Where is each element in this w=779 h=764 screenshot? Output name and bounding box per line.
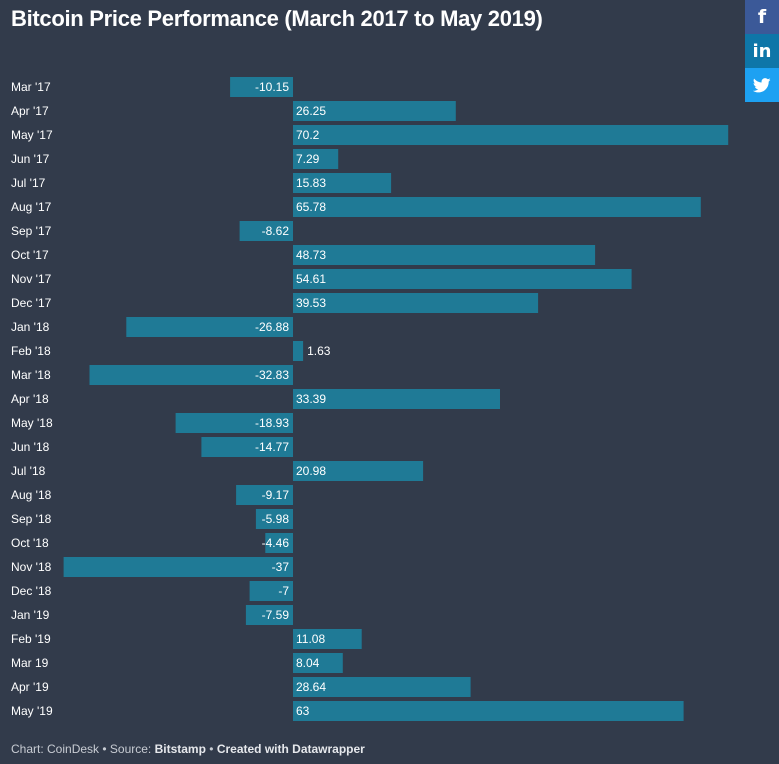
value-label: -9.17 xyxy=(262,488,290,502)
footer-separator: • Source: xyxy=(99,742,155,756)
value-label: -26.88 xyxy=(255,320,289,334)
facebook-icon: f xyxy=(757,6,767,28)
category-label: Mar '17 xyxy=(11,80,51,94)
value-label: 8.04 xyxy=(296,656,320,670)
bar[interactable] xyxy=(293,125,729,145)
bar[interactable] xyxy=(293,677,471,697)
bar[interactable] xyxy=(293,629,362,649)
linkedin-share-button[interactable]: in xyxy=(745,34,779,68)
bar[interactable] xyxy=(201,437,293,457)
value-label: -37 xyxy=(272,560,290,574)
category-label: Mar 19 xyxy=(11,656,49,670)
linkedin-icon: in xyxy=(752,40,772,62)
footer-separator: • xyxy=(205,742,217,756)
value-label: -4.46 xyxy=(262,536,290,550)
category-label: Dec '18 xyxy=(11,584,52,598)
bar[interactable] xyxy=(63,557,293,577)
bar[interactable] xyxy=(249,581,293,601)
category-label: Jul '18 xyxy=(11,464,46,478)
category-label: Jun '18 xyxy=(11,440,50,454)
category-label: Jul '17 xyxy=(11,176,46,190)
bar[interactable] xyxy=(293,701,684,721)
value-label: -8.62 xyxy=(262,224,290,238)
value-label: 20.98 xyxy=(296,464,326,478)
value-label: 28.64 xyxy=(296,680,326,694)
category-label: Sep '17 xyxy=(11,224,52,238)
value-label: -7.59 xyxy=(262,608,290,622)
category-label: Sep '18 xyxy=(11,512,52,526)
datawrapper-link[interactable]: Created with Datawrapper xyxy=(216,742,365,756)
category-label: Aug '17 xyxy=(11,200,52,214)
facebook-share-button[interactable]: f xyxy=(745,0,779,34)
bar[interactable] xyxy=(293,389,500,409)
value-label: -14.77 xyxy=(255,440,289,454)
category-label: Apr '19 xyxy=(11,680,49,694)
value-label: 26.25 xyxy=(296,104,326,118)
value-label: -10.15 xyxy=(255,80,289,94)
category-label: Apr '17 xyxy=(11,104,49,118)
category-label: Nov '17 xyxy=(11,272,52,286)
category-label: May '18 xyxy=(11,416,53,430)
category-label: Apr '18 xyxy=(11,392,49,406)
value-label: -5.98 xyxy=(262,512,290,526)
bar[interactable] xyxy=(293,341,304,361)
bar[interactable] xyxy=(255,509,293,529)
value-label: 15.83 xyxy=(296,176,326,190)
bar[interactable] xyxy=(293,269,632,289)
value-label: -32.83 xyxy=(255,368,289,382)
bar[interactable] xyxy=(293,245,596,265)
value-label: 33.39 xyxy=(296,392,326,406)
bar[interactable] xyxy=(236,485,293,505)
bar[interactable] xyxy=(245,605,293,625)
share-bar: f in xyxy=(745,0,779,102)
category-label: Jun '17 xyxy=(11,152,50,166)
bar[interactable] xyxy=(293,653,343,673)
category-label: Dec '17 xyxy=(11,296,52,310)
bar-chart: Mar '17 -10.15 Apr '17 26.25 May '17 70.2 Jun … xyxy=(11,77,729,721)
category-label: Aug '18 xyxy=(11,488,52,502)
category-label: Feb '18 xyxy=(11,344,51,358)
chart-footer: Chart: CoinDesk • Source: Bitstamp • Cre… xyxy=(11,742,365,756)
value-label: -18.93 xyxy=(255,416,289,430)
twitter-share-button[interactable] xyxy=(745,68,779,102)
bar[interactable] xyxy=(293,173,392,193)
bar[interactable] xyxy=(239,221,293,241)
bar[interactable] xyxy=(293,197,701,217)
value-label: 7.29 xyxy=(296,152,320,166)
value-label: 11.08 xyxy=(296,632,325,646)
value-label: 1.63 xyxy=(307,344,331,358)
category-label: Mar '18 xyxy=(11,368,51,382)
category-label: May '17 xyxy=(11,128,53,142)
bar[interactable] xyxy=(265,533,293,553)
value-label: 54.61 xyxy=(296,272,326,286)
category-label: May '19 xyxy=(11,704,53,718)
value-label: 65.78 xyxy=(296,200,326,214)
value-label: -7 xyxy=(278,584,289,598)
bar[interactable] xyxy=(175,413,293,433)
source-link[interactable]: Bitstamp xyxy=(154,742,206,756)
value-label: 63 xyxy=(296,704,310,718)
category-label: Oct '18 xyxy=(11,536,49,550)
category-label: Jan '19 xyxy=(11,608,50,622)
bar[interactable] xyxy=(293,293,539,313)
twitter-icon xyxy=(753,77,771,92)
value-label: 48.73 xyxy=(296,248,326,262)
chart-title: Bitcoin Price Performance (March 2017 to… xyxy=(11,6,543,31)
value-label: 39.53 xyxy=(296,296,326,310)
value-label: 70.2 xyxy=(296,128,320,142)
chart-credit: Chart: CoinDesk xyxy=(11,742,100,756)
bar[interactable] xyxy=(230,77,293,97)
category-label: Nov '18 xyxy=(11,560,52,574)
category-label: Jan '18 xyxy=(11,320,50,334)
bar[interactable] xyxy=(293,149,339,169)
category-label: Feb '19 xyxy=(11,632,51,646)
bar[interactable] xyxy=(126,317,293,337)
bar[interactable] xyxy=(293,461,424,481)
bar[interactable] xyxy=(89,365,294,385)
category-label: Oct '17 xyxy=(11,248,49,262)
bar[interactable] xyxy=(293,101,456,121)
